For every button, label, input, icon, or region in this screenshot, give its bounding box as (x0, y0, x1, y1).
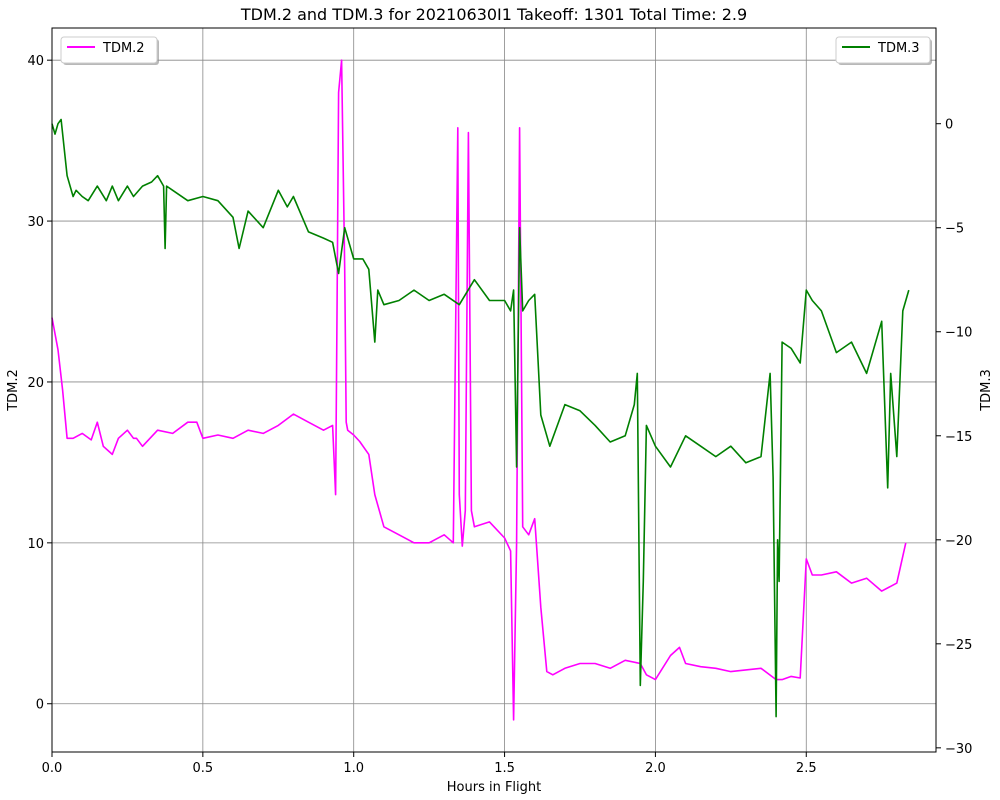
x-tick-label: 2.5 (796, 761, 817, 776)
y-left-tick-label: 0 (36, 698, 44, 713)
legend-tdm2-label: TDM.2 (102, 41, 145, 56)
y-axis-left: 0 10 20 30 40 (27, 54, 52, 713)
legend-tdm2: TDM.2 (60, 36, 159, 65)
x-tick-label: 2.0 (645, 761, 666, 776)
y-axis-right: 0 −5 −10 −15 −20 −25 −30 (936, 118, 972, 757)
x-tick-label: 1.0 (343, 761, 364, 776)
y-left-tick-label: 40 (27, 54, 44, 69)
y-right-tick-label: −15 (945, 430, 972, 445)
y-left-tick-label: 20 (27, 376, 44, 391)
x-tick-label: 0.5 (193, 761, 214, 776)
x-axis: 0.0 0.5 1.0 1.5 2.0 2.5 (42, 752, 817, 776)
chart-title: TDM.2 and TDM.3 for 20210630I1 Takeoff: … (240, 5, 747, 24)
series-line-tdm-3 (51, 118, 910, 718)
series-layer (51, 59, 910, 721)
y-right-tick-label: −10 (945, 326, 972, 341)
y-right-tick-label: −30 (945, 742, 972, 757)
y-axis-left-label: TDM.2 (6, 369, 21, 412)
y-axis-right-label: TDM.3 (979, 369, 994, 412)
x-tick-label: 1.5 (494, 761, 515, 776)
legend-tdm3-label: TDM.3 (877, 41, 920, 56)
legend-tdm3-box (835, 36, 931, 64)
x-tick-label: 0.0 (42, 761, 63, 776)
y-right-tick-label: 0 (945, 118, 953, 133)
x-axis-label: Hours in Flight (447, 780, 542, 795)
y-left-tick-label: 10 (27, 537, 44, 552)
legend-tdm2-box (60, 36, 158, 64)
y-right-tick-label: −20 (945, 534, 972, 549)
plot-frame (51, 27, 937, 753)
legend-tdm3: TDM.3 (835, 36, 932, 65)
y-left-tick-label: 30 (27, 215, 44, 230)
grid (51, 28, 936, 752)
y-right-tick-label: −25 (945, 638, 972, 653)
y-right-tick-label: −5 (945, 222, 964, 237)
series-line-tdm-2 (51, 59, 907, 721)
